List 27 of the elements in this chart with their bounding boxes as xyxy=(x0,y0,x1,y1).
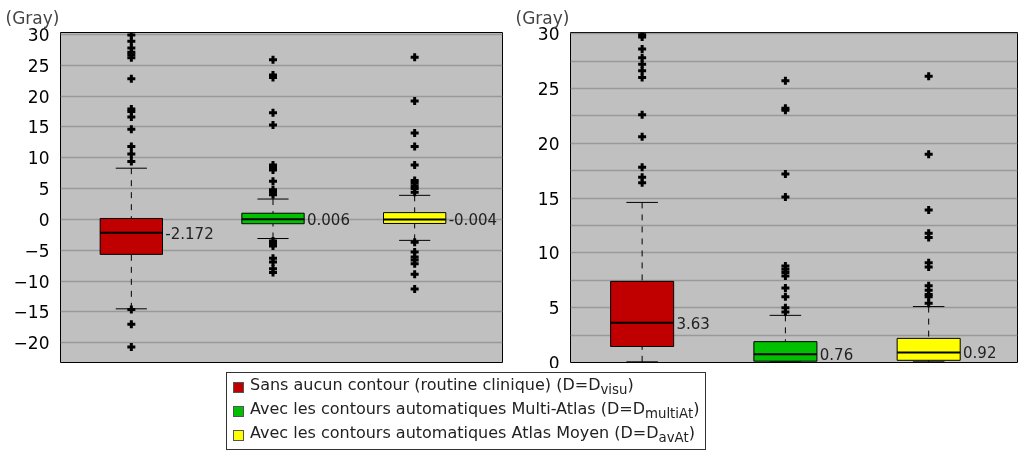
y-tick-label: 10 xyxy=(27,148,50,169)
text: 0.006 xyxy=(307,211,350,230)
y-tick-label: 25 xyxy=(537,78,560,99)
text: 3.63 xyxy=(676,314,710,333)
text: -0.004 xyxy=(448,211,498,230)
y-tick-label: 0 xyxy=(38,209,50,230)
y-tick-label: −5 xyxy=(24,240,50,261)
legend-label: Avec les contours automatiques Atlas Moyen (D=D$_{avAt}$) xyxy=(250,422,695,448)
y-axis-title: (Gray) xyxy=(5,7,60,28)
legend-label: Avec les contours automatiques Multi-Atlas (D=D$_{multiAt}$) xyxy=(250,398,700,424)
text: 0.76 xyxy=(819,346,854,365)
y-tick-label: 15 xyxy=(537,188,560,209)
y-tick-label: 10 xyxy=(537,243,560,264)
y-tick-label: 25 xyxy=(27,55,50,76)
y-tick-label: 20 xyxy=(537,133,560,154)
text: -2.172 xyxy=(165,224,214,243)
y-tick-label: 5 xyxy=(548,298,560,319)
y-tick-label: 0 xyxy=(548,352,560,373)
y-tick-label: −15 xyxy=(13,302,50,323)
y-axis-title: (Gray) xyxy=(515,7,570,28)
legend-label: Sans aucun contour (routine clinique) (D=D$_{visu}$) xyxy=(250,374,634,400)
y-tick-label: 15 xyxy=(27,117,50,138)
y-tick-label: 5 xyxy=(38,179,50,200)
y-tick-label: −20 xyxy=(13,333,50,354)
y-tick-label: 20 xyxy=(27,86,50,107)
y-tick-label: −10 xyxy=(13,271,50,292)
text: 0.92 xyxy=(963,344,997,363)
